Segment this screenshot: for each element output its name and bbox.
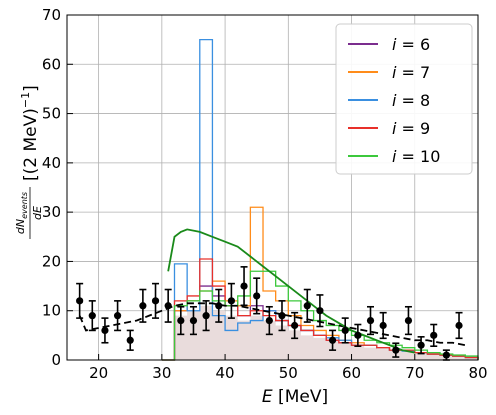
data-point	[164, 288, 172, 323]
legend-label: i = 7	[392, 63, 430, 82]
data-marker	[455, 321, 463, 330]
data-point	[455, 311, 463, 340]
y-tick-label: 60	[42, 55, 61, 73]
y-tick-label: 20	[42, 252, 61, 270]
shaded-fill	[161, 305, 478, 360]
data-point	[392, 342, 400, 358]
y-tick-label: 40	[42, 154, 61, 172]
data-point	[139, 288, 147, 323]
data-point	[240, 266, 248, 307]
x-tick-label: 30	[152, 364, 171, 382]
legend: i = 6 i = 7 i = 8 i = 9 i = 10	[335, 23, 473, 175]
svg-text:E [MeV]: E [MeV]	[262, 387, 328, 407]
data-point	[404, 305, 413, 336]
data-marker	[265, 316, 273, 325]
legend-label: i = 9	[392, 119, 430, 138]
data-point	[113, 300, 122, 332]
x-tick-label: 20	[89, 364, 108, 382]
data-marker	[404, 316, 413, 325]
data-point	[101, 317, 109, 344]
data-marker	[366, 316, 375, 325]
x-tick-label: 50	[279, 364, 298, 382]
data-point	[189, 305, 198, 336]
data-marker	[417, 341, 425, 349]
data-marker	[278, 312, 286, 320]
x-tick-label: 70	[405, 364, 424, 382]
data-marker	[240, 282, 248, 290]
data-point	[341, 317, 349, 344]
data-marker	[328, 336, 337, 344]
data-marker	[215, 302, 223, 310]
legend-label: i = 6	[392, 35, 430, 54]
data-point	[354, 323, 362, 348]
legend-label: i = 10	[392, 147, 440, 166]
data-marker	[442, 351, 450, 359]
data-point	[291, 311, 299, 340]
data-marker	[88, 312, 96, 320]
data-marker	[316, 307, 324, 315]
y-axis-label: dNevents dE [(2 MeV)−1]	[14, 85, 44, 239]
data-marker	[151, 297, 160, 305]
data-points	[76, 266, 463, 361]
data-marker	[430, 331, 438, 339]
shaded-histogram	[161, 305, 478, 360]
data-point	[430, 323, 438, 348]
axis-ticks: 20 30 40 50 60 70 80 0 10 20 30 40 50 60 70	[42, 6, 488, 382]
data-point	[88, 300, 96, 332]
data-marker	[76, 297, 84, 305]
data-point	[366, 305, 375, 336]
data-point	[379, 311, 387, 340]
data-point	[151, 282, 160, 319]
data-point	[278, 300, 286, 332]
plot-frame	[66, 14, 479, 361]
y-tick-label: 50	[42, 105, 61, 123]
data-marker	[126, 336, 134, 344]
legend-box	[335, 23, 473, 175]
data-marker	[177, 316, 185, 325]
x-axis-label: E [MeV]	[262, 387, 328, 407]
x-tick-label: 80	[468, 364, 487, 382]
data-point	[328, 329, 337, 351]
histogram-series	[161, 38, 479, 361]
data-marker	[379, 321, 387, 330]
data-point	[227, 282, 235, 319]
data-marker	[189, 316, 198, 325]
data-marker	[113, 312, 122, 320]
data-point	[202, 300, 210, 332]
data-point	[265, 305, 273, 336]
data-marker	[392, 346, 400, 354]
data-point	[253, 277, 261, 315]
data-point	[76, 282, 84, 319]
y-tick-label: 0	[51, 351, 61, 369]
data-point	[417, 336, 425, 355]
hist-series-5	[161, 270, 479, 361]
data-point	[126, 329, 134, 351]
data-marker	[139, 302, 147, 310]
legend-label: i = 8	[392, 91, 430, 110]
svg-text:dNevents: dNevents	[14, 192, 29, 234]
data-point	[316, 294, 324, 328]
data-point	[215, 288, 223, 323]
svg-text:dE: dE	[31, 206, 44, 220]
data-marker	[291, 321, 299, 330]
x-tick-label: 60	[342, 364, 361, 382]
data-marker	[227, 297, 235, 305]
data-marker	[202, 312, 210, 320]
data-point	[177, 305, 185, 336]
data-marker	[354, 331, 362, 339]
y-tick-label: 10	[42, 302, 61, 320]
svg-text:[(2 MeV)−1]: [(2 MeV)−1]	[19, 85, 41, 181]
y-tick-label: 70	[42, 6, 61, 24]
green-curve	[167, 228, 415, 354]
data-marker	[303, 302, 311, 310]
x-tick-label: 40	[216, 364, 235, 382]
y-tick-label: 30	[42, 203, 61, 221]
hist-series-4	[161, 258, 479, 361]
data-marker	[101, 326, 109, 335]
data-marker	[164, 302, 172, 310]
data-point	[303, 288, 311, 323]
data-marker	[253, 292, 261, 300]
data-marker	[341, 326, 349, 335]
